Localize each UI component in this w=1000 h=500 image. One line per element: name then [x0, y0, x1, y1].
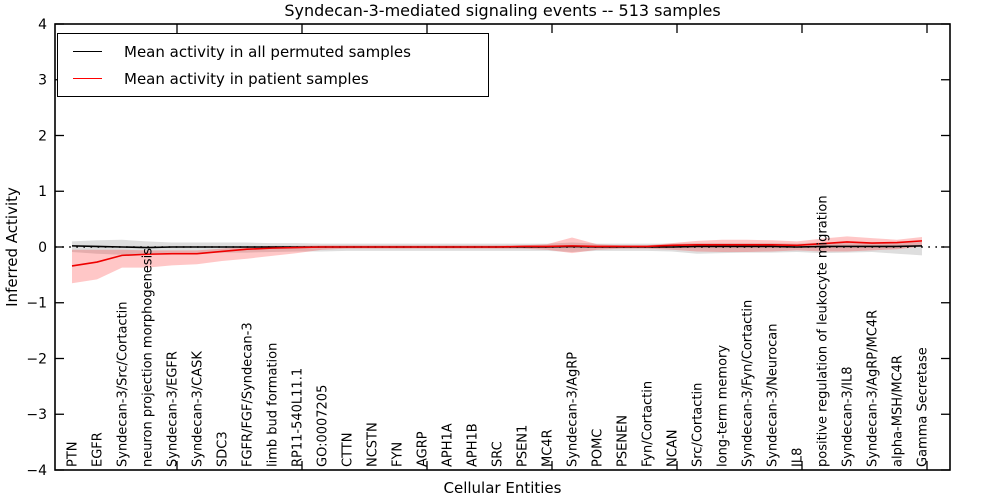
y-tick-label: 2 [38, 128, 47, 144]
legend-entry-permuted: Mean activity in all permuted samples [58, 40, 488, 64]
legend: Mean activity in all permuted samples Me… [57, 33, 489, 97]
patient-mean-line [71, 240, 923, 267]
x-category-label: AGRP [416, 431, 431, 467]
legend-entry-patient: Mean activity in patient samples [58, 67, 488, 91]
y-tick-label: −1 [26, 296, 47, 312]
x-category-label: neuron projection morphogenesis [141, 248, 156, 467]
legend-label-patient: Mean activity in patient samples [124, 69, 369, 88]
x-category-label: APH1A [441, 423, 456, 467]
x-category-label: Syndecan-3/Neurocan [766, 324, 781, 467]
x-category-label: RP11-540L11.1 [291, 368, 306, 467]
y-tick-label: 3 [38, 73, 47, 89]
x-category-label: Syndecan-3/Fyn/Cortactin [741, 300, 756, 467]
legend-label-permuted: Mean activity in all permuted samples [124, 42, 411, 61]
y-tick-label: −2 [26, 351, 47, 367]
patient-line-swatch [73, 78, 102, 79]
x-category-label: NCAN [666, 430, 681, 467]
x-category-label: PSEN1 [516, 425, 531, 467]
x-category-label: MC4R [541, 429, 556, 467]
x-category-label: Syndecan-3/IL8 [841, 367, 856, 467]
x-category-label: limb bud formation [266, 343, 281, 467]
x-category-label: Syndecan-3/AgRP/MC4R [866, 310, 881, 467]
y-tick-label: 4 [38, 17, 47, 33]
x-category-label: alpha-MSH/MC4R [891, 355, 906, 467]
permuted-line-swatch [73, 51, 102, 52]
x-category-label: POMC [591, 429, 606, 467]
x-category-label: APH1B [466, 423, 481, 467]
y-tick-label: −4 [26, 463, 47, 479]
x-category-label: PSENEN [616, 415, 631, 467]
x-category-label: GO:0007205 [316, 385, 331, 467]
x-category-label: IL8 [791, 448, 806, 467]
x-category-label: PTN [66, 441, 81, 467]
x-category-label: CTTN [341, 433, 356, 467]
x-category-label: Syndecan-3/CASK [191, 351, 206, 467]
x-category-label: Syndecan-3/AgRP [566, 352, 581, 467]
y-tick-label: −3 [26, 407, 47, 423]
x-category-label: Syndecan-3/Src/Cortactin [116, 301, 131, 467]
x-category-label: Src/Cortactin [691, 383, 706, 467]
x-category-label: FGFR/FGF/Syndecan-3 [241, 322, 256, 467]
chart-title: Syndecan-3-mediated signaling events -- … [284, 1, 721, 20]
y-tick-label: 0 [38, 240, 47, 256]
x-category-label: Fyn/Cortactin [641, 381, 656, 467]
x-category-label: long-term memory [716, 345, 731, 467]
x-category-label: EGFR [91, 432, 106, 467]
x-category-label: NCSTN [366, 422, 381, 467]
x-category-label: SRC [491, 441, 506, 467]
x-category-label: Gamma Secretase [916, 347, 931, 467]
x-category-label: Syndecan-3/EGFR [166, 351, 181, 467]
x-category-label: positive regulation of leukocyte migrati… [816, 195, 831, 467]
x-category-label: FYN [391, 442, 406, 467]
x-category-label: SDC3 [216, 431, 231, 467]
y-tick-label: 1 [38, 184, 47, 200]
x-axis-label: Cellular Entities [443, 479, 562, 497]
